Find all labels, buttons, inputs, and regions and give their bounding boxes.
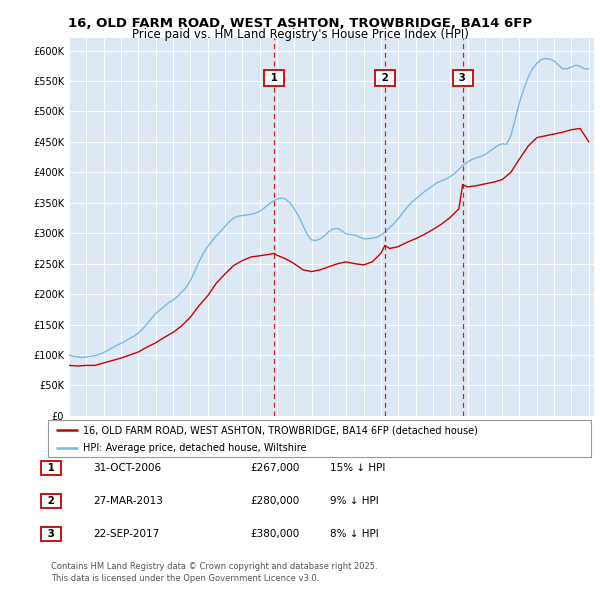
Text: 1: 1	[44, 463, 58, 473]
Text: 9% ↓ HPI: 9% ↓ HPI	[330, 496, 379, 506]
Text: 2: 2	[377, 73, 392, 83]
Text: 27-MAR-2013: 27-MAR-2013	[93, 496, 163, 506]
Text: 31-OCT-2006: 31-OCT-2006	[93, 463, 161, 473]
Text: 16, OLD FARM ROAD, WEST ASHTON, TROWBRIDGE, BA14 6FP (detached house): 16, OLD FARM ROAD, WEST ASHTON, TROWBRID…	[83, 425, 478, 435]
Text: 8% ↓ HPI: 8% ↓ HPI	[330, 529, 379, 539]
Text: 3: 3	[44, 529, 58, 539]
Text: £280,000: £280,000	[251, 496, 300, 506]
Text: 16, OLD FARM ROAD, WEST ASHTON, TROWBRIDGE, BA14 6FP: 16, OLD FARM ROAD, WEST ASHTON, TROWBRID…	[68, 17, 532, 30]
Text: £380,000: £380,000	[251, 529, 300, 539]
Text: Price paid vs. HM Land Registry's House Price Index (HPI): Price paid vs. HM Land Registry's House …	[131, 28, 469, 41]
Text: 1: 1	[267, 73, 281, 83]
Text: £267,000: £267,000	[251, 463, 300, 473]
Text: HPI: Average price, detached house, Wiltshire: HPI: Average price, detached house, Wilt…	[83, 443, 307, 453]
Text: 2: 2	[44, 496, 58, 506]
Text: Contains HM Land Registry data © Crown copyright and database right 2025.
This d: Contains HM Land Registry data © Crown c…	[51, 562, 377, 583]
Text: 22-SEP-2017: 22-SEP-2017	[93, 529, 159, 539]
Text: 15% ↓ HPI: 15% ↓ HPI	[330, 463, 385, 473]
Text: 3: 3	[455, 73, 470, 83]
